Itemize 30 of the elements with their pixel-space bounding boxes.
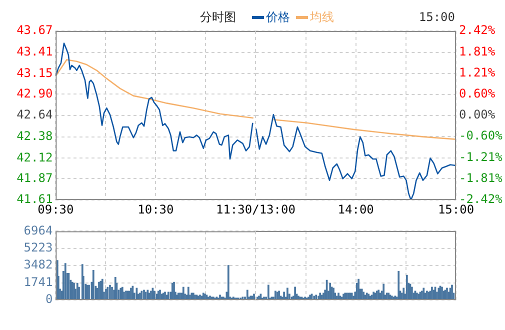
- y-tick-label: 5223: [24, 240, 53, 255]
- legend-label: 价格: [265, 10, 290, 24]
- y-tick-label: 42.90: [16, 86, 53, 100]
- y2-tick-label: -1.21%: [459, 150, 504, 164]
- x-tick-label: 11:30/13:00: [216, 202, 296, 216]
- y-tick-label: 3482: [24, 258, 53, 272]
- y2-tick-label: 0.00%: [459, 108, 496, 122]
- legend-label: 均线: [309, 10, 334, 24]
- y-tick-label: 42.12: [16, 150, 53, 164]
- x-tick-label: 10:30: [138, 202, 174, 216]
- y-tick-label: 43.67: [16, 23, 53, 38]
- y-tick-label: 6964: [24, 223, 53, 238]
- y-tick-label: 42.64: [16, 108, 53, 122]
- y2-tick-label: 1.81%: [459, 44, 496, 58]
- y-tick-label: 43.41: [16, 44, 53, 58]
- y-tick-label: 43.15: [16, 66, 53, 80]
- y-tick-label: 0: [45, 292, 53, 306]
- y-tick-label: 41.87: [16, 170, 53, 185]
- y2-tick-label: 0.60%: [459, 86, 496, 101]
- y-tick-label: 42.38: [16, 128, 53, 143]
- y2-tick-label: 2.42%: [459, 23, 496, 38]
- chart-title: 分时图: [200, 10, 236, 24]
- y2-tick-label: -0.60%: [459, 128, 504, 143]
- x-tick-label: 09:30: [38, 202, 74, 216]
- y2-tick-label: 1.21%: [459, 65, 496, 80]
- x-tick-label: 15:00: [438, 202, 474, 216]
- y-tick-label: 1741: [24, 274, 53, 289]
- x-tick-label: 14:00: [338, 202, 374, 216]
- y2-tick-label: -1.81%: [459, 170, 504, 185]
- text: 15:00: [418, 10, 455, 24]
